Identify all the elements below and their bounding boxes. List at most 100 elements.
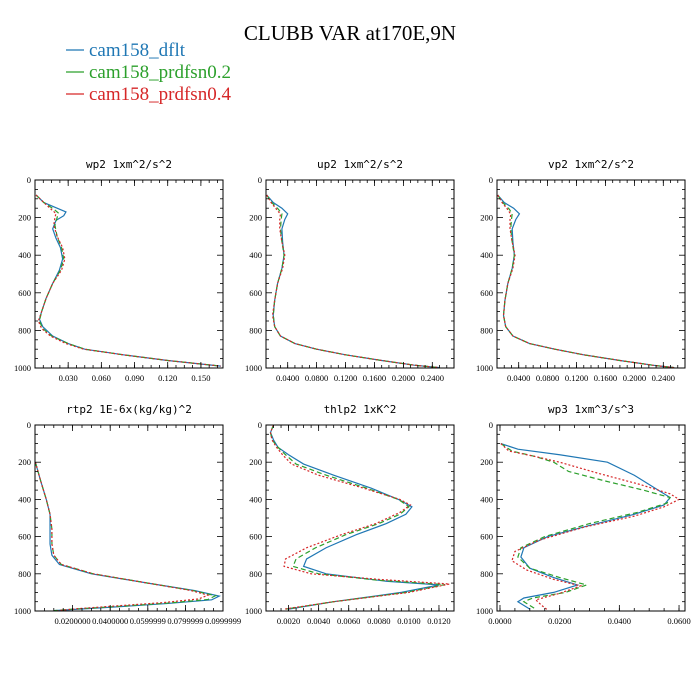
y-tick-label: 1000 [245, 606, 262, 616]
y-tick-label: 1000 [245, 363, 262, 373]
series-line [269, 425, 440, 610]
figure-title: CLUBB VAR at170E,9N [244, 21, 456, 45]
legend-item: cam158_dflt [66, 40, 186, 61]
plot-frame [34, 179, 224, 369]
series-line [266, 194, 440, 368]
plot-frame [265, 424, 455, 612]
x-tick-label: 0.1600 [594, 373, 617, 383]
x-tick-label: 0.2400 [421, 373, 444, 383]
legend-item: cam158_prdfsn0.2 [66, 62, 231, 83]
x-tick-label: 0.0999999 [205, 616, 241, 626]
plot-frame [34, 424, 224, 612]
x-tick-label: 0.0020 [277, 616, 300, 626]
x-tick-label: 0.0799999 [167, 616, 203, 626]
y-tick-label: 1000 [476, 606, 493, 616]
x-tick-label: 0.2000 [623, 373, 646, 383]
y-tick-label: 400 [18, 494, 31, 504]
chart-panel: up2 1xm^2/s^2 0 200 400 600 800 1000 0.0400 0.08… [245, 158, 455, 383]
y-tick-label: 800 [18, 325, 31, 335]
x-tick-label: 0.030 [59, 373, 78, 383]
x-tick-label: 0.0599999 [130, 616, 166, 626]
x-tick-label: 0.0000 [488, 616, 511, 626]
x-tick-label: 0.1200 [565, 373, 588, 383]
series-line [35, 462, 218, 611]
x-tick-label: 0.1600 [363, 373, 386, 383]
y-tick-label: 800 [480, 569, 493, 579]
y-tick-label: 200 [18, 213, 31, 223]
x-tick-label: 0.150 [191, 373, 210, 383]
y-tick-label: 600 [249, 532, 262, 542]
panel-title: rtp2 1E-6x(kg/kg)^2 [66, 403, 192, 416]
y-tick-label: 600 [249, 288, 262, 298]
series-line [35, 462, 210, 611]
chart-panel: rtp2 1E-6x(kg/kg)^2 0 200 400 600 800 1000 0.02… [14, 403, 241, 626]
series-line [497, 194, 675, 368]
x-tick-label: 0.0060 [337, 616, 360, 626]
x-tick-label: 0.0080 [367, 616, 390, 626]
y-tick-label: 0 [258, 420, 262, 430]
legend-label: cam158_dflt [89, 40, 186, 61]
chart-panel: thlp2 1xK^2 0 200 400 600 800 1000 0.0020 0.0040… [245, 403, 455, 626]
y-tick-label: 200 [249, 457, 262, 467]
x-tick-label: 0.090 [125, 373, 144, 383]
panel-title: up2 1xm^2/s^2 [317, 158, 403, 171]
series-line [500, 443, 671, 610]
x-tick-label: 0.060 [92, 373, 111, 383]
panel-title: vp2 1xm^2/s^2 [548, 158, 634, 171]
x-tick-label: 0.0200 [548, 616, 571, 626]
y-tick-label: 200 [480, 457, 493, 467]
x-tick-label: 0.120 [158, 373, 177, 383]
x-tick-label: 0.0400 [608, 616, 631, 626]
x-tick-label: 0.0400 [276, 373, 299, 383]
series-line [266, 194, 440, 368]
y-tick-label: 200 [18, 457, 31, 467]
series-line [35, 194, 221, 367]
y-tick-label: 400 [249, 250, 262, 260]
y-tick-label: 400 [18, 250, 31, 260]
y-tick-label: 0 [27, 175, 31, 185]
y-tick-label: 800 [18, 569, 31, 579]
plot-frame [496, 179, 686, 369]
x-tick-label: 0.0100 [397, 616, 420, 626]
series-line [35, 194, 221, 367]
series-line [497, 194, 675, 368]
y-tick-label: 1000 [14, 606, 31, 616]
series-line [500, 443, 671, 610]
plot-frame [496, 424, 686, 612]
y-tick-label: 600 [18, 532, 31, 542]
x-tick-label: 0.0600 [667, 616, 690, 626]
series-line [35, 194, 221, 367]
y-tick-label: 200 [249, 213, 262, 223]
y-tick-label: 600 [18, 288, 31, 298]
x-tick-label: 0.0040 [307, 616, 330, 626]
y-tick-label: 800 [249, 325, 262, 335]
x-tick-label: 0.0800 [305, 373, 328, 383]
y-tick-label: 400 [480, 250, 493, 260]
y-tick-label: 600 [480, 532, 493, 542]
x-tick-label: 0.1200 [334, 373, 357, 383]
y-tick-label: 400 [480, 494, 493, 504]
y-tick-label: 0 [27, 420, 31, 430]
x-tick-label: 0.0400 [507, 373, 530, 383]
legend-item: cam158_prdfsn0.4 [66, 84, 231, 105]
y-tick-label: 1000 [14, 363, 31, 373]
chart-panel: wp2 1xm^2/s^2 0 200 400 600 800 1000 0.030 0.060… [14, 158, 224, 383]
x-tick-label: 0.0120 [427, 616, 450, 626]
series-line [269, 425, 446, 610]
series-line [500, 443, 681, 611]
panel-title: wp3 1xm^3/s^3 [548, 403, 634, 416]
panel-title: wp2 1xm^2/s^2 [86, 158, 172, 171]
y-tick-label: 1000 [476, 363, 493, 373]
x-tick-label: 0.2400 [652, 373, 675, 383]
x-tick-label: 0.0400000 [92, 616, 128, 626]
y-tick-label: 800 [480, 325, 493, 335]
y-tick-label: 400 [249, 494, 262, 504]
series-line [35, 462, 222, 611]
panel-title: thlp2 1xK^2 [324, 403, 397, 416]
legend-label: cam158_prdfsn0.4 [89, 84, 231, 105]
panels: wp2 1xm^2/s^2 0 200 400 600 800 1000 0.030 0.060… [14, 158, 691, 626]
y-tick-label: 800 [249, 569, 262, 579]
y-tick-label: 0 [258, 175, 262, 185]
